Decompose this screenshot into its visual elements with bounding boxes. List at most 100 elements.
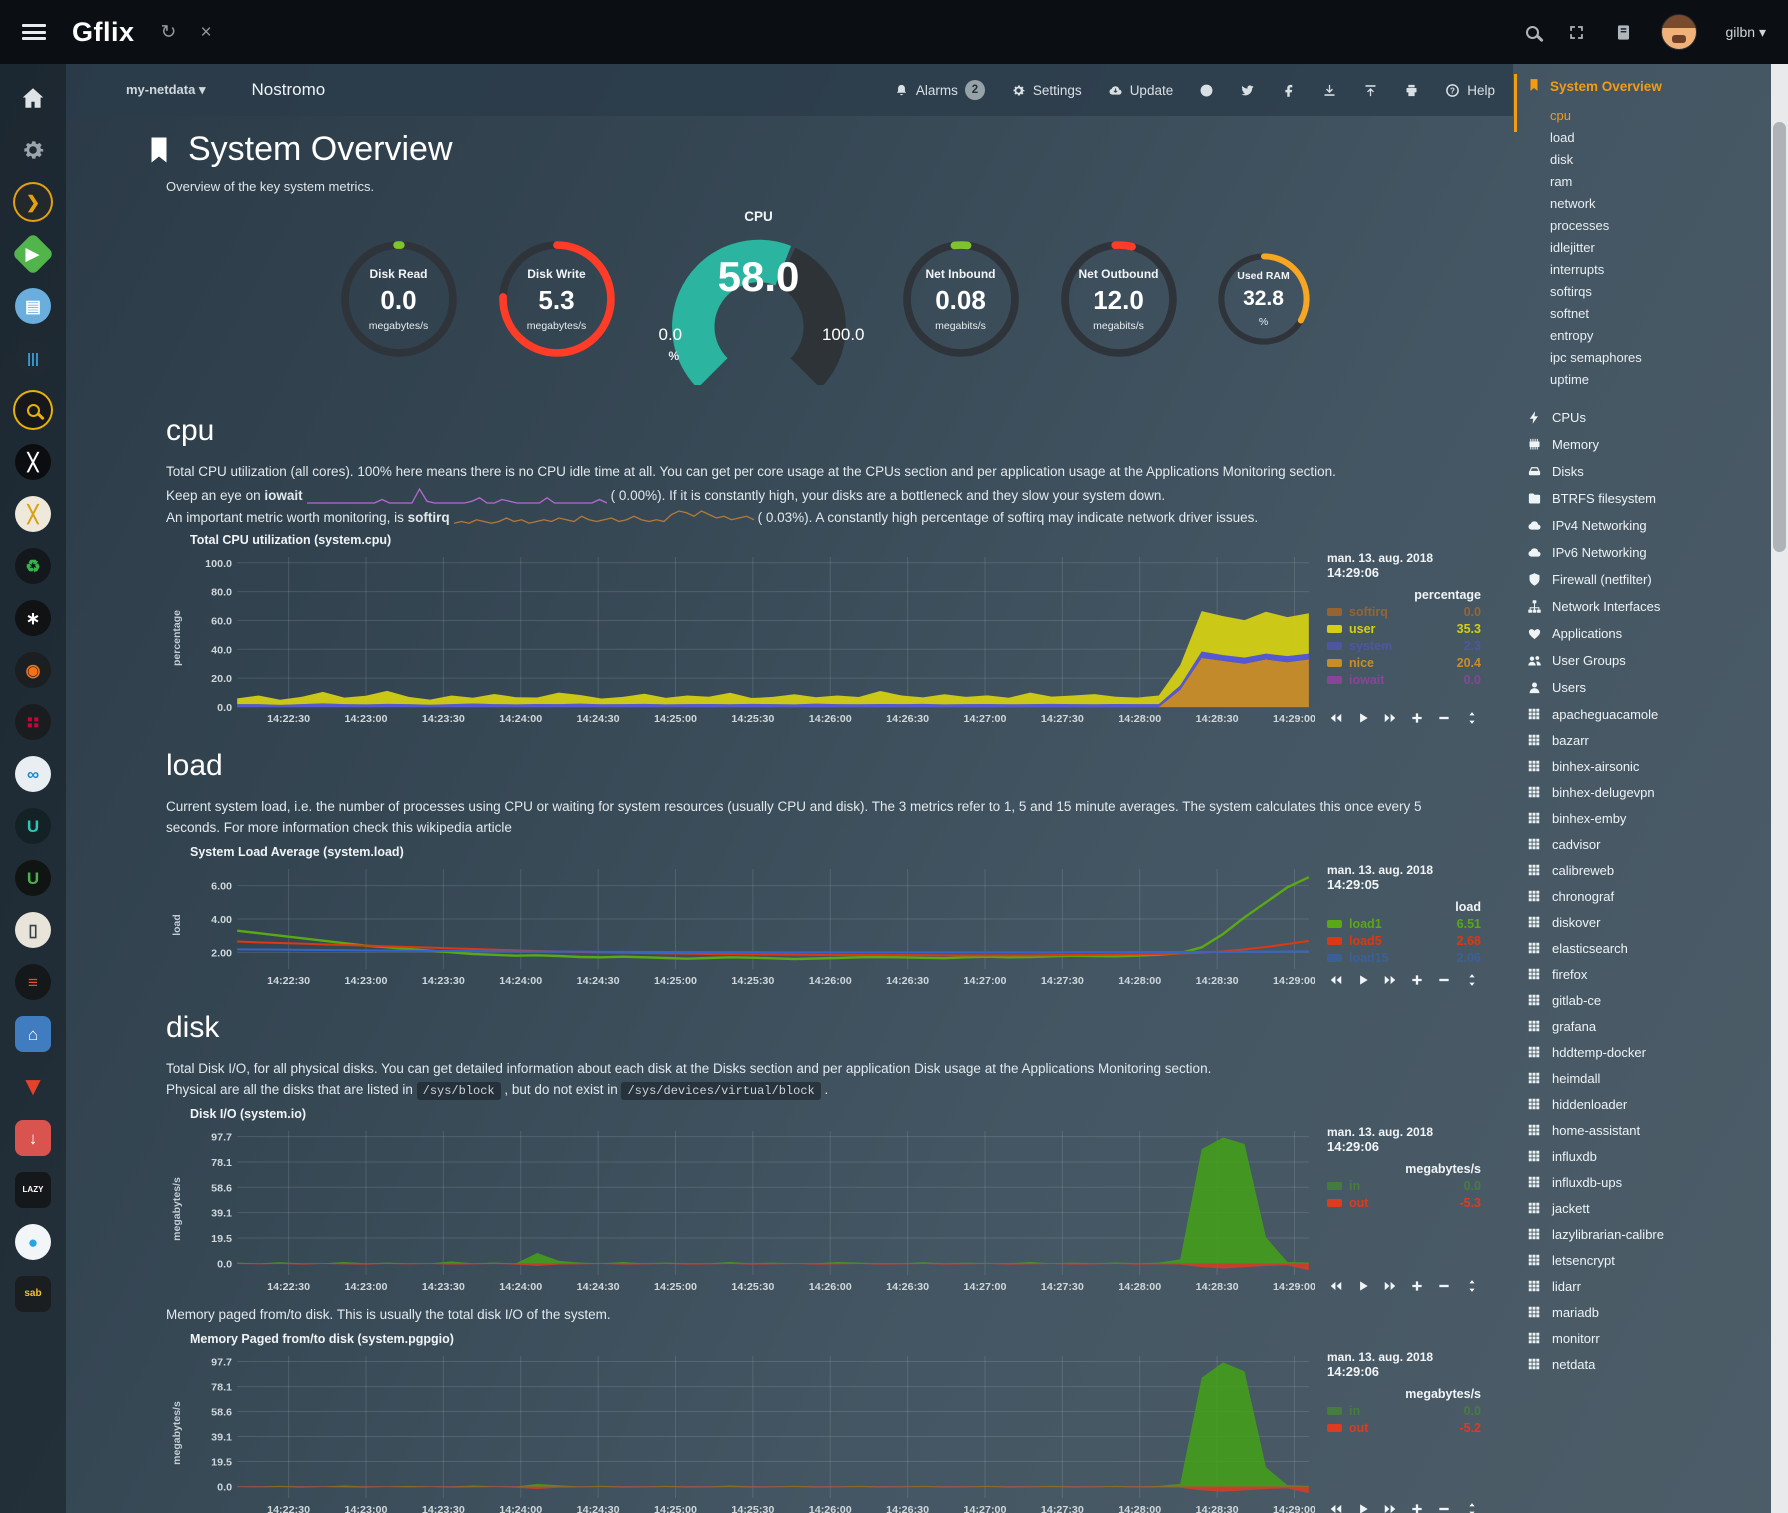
sidebar-item-idlejitter[interactable]: idlejitter	[1550, 239, 1595, 255]
library-app-icon[interactable]: ▤	[0, 280, 66, 332]
sidebar-section-Network-Interfaces[interactable]: Network Interfaces	[1527, 593, 1765, 620]
raspberry-app-icon[interactable]: ⠶	[0, 696, 66, 748]
sidebar-app-binhex-emby[interactable]: binhex-emby	[1527, 805, 1765, 831]
sidebar-app-influxdb[interactable]: influxdb	[1527, 1143, 1765, 1169]
play-icon[interactable]	[1356, 1279, 1370, 1293]
sidebar-app-bazarr[interactable]: bazarr	[1527, 727, 1765, 753]
sidebar-app-cadvisor[interactable]: cadvisor	[1527, 831, 1765, 857]
legend-entry-nice[interactable]: nice 20.4	[1327, 656, 1481, 670]
help-button[interactable]: ? Help	[1445, 83, 1495, 98]
recycle-app-icon[interactable]: ♻	[0, 540, 66, 592]
zoom-in-icon[interactable]	[1410, 711, 1424, 725]
sidebar-section-Memory[interactable]: Memory	[1527, 431, 1765, 458]
sidebar-app-diskover[interactable]: diskover	[1527, 909, 1765, 935]
pan-back-icon[interactable]	[1329, 1502, 1343, 1513]
legend-entry-softirq[interactable]: softirq 0.0	[1327, 605, 1481, 619]
legend-entry-load5[interactable]: load5 2.68	[1327, 934, 1481, 948]
sidebar-item-softnet[interactable]: softnet	[1550, 305, 1590, 321]
sidebar-section-IPv6-Networking[interactable]: IPv6 Networking	[1527, 539, 1765, 566]
legend-entry-user[interactable]: user 35.3	[1327, 622, 1481, 636]
sidebar-section-CPUs[interactable]: CPUs	[1527, 404, 1765, 431]
fullscreen-icon[interactable]	[1567, 23, 1586, 42]
airsonic-icon[interactable]: |||	[0, 332, 66, 384]
pan-forward-icon[interactable]	[1383, 1502, 1397, 1513]
chart-plot-area[interactable]: 6.00 4.00 2.00 14:22:30 14:23:00 14:23:30 14:2…	[188, 861, 1315, 989]
resize-handle-icon[interactable]	[1465, 1502, 1479, 1513]
sidebar-app-lazylibrarian-calibre[interactable]: lazylibrarian-calibre	[1527, 1221, 1765, 1247]
sidebar-app-binhex-airsonic[interactable]: binhex-airsonic	[1527, 753, 1765, 779]
sidebar-app-lidarr[interactable]: lidarr	[1527, 1273, 1765, 1299]
zoom-in-icon[interactable]	[1410, 973, 1424, 987]
sidebar-app-binhex-delugevpn[interactable]: binhex-delugevpn	[1527, 779, 1765, 805]
sidebar-app-hddtemp-docker[interactable]: hddtemp-docker	[1527, 1039, 1765, 1065]
pan-back-icon[interactable]	[1329, 1279, 1343, 1293]
resize-handle-icon[interactable]	[1465, 1279, 1479, 1293]
sidebar-app-apacheguacamole[interactable]: apacheguacamole	[1527, 701, 1765, 727]
pan-forward-icon[interactable]	[1383, 973, 1397, 987]
home-icon[interactable]	[0, 72, 66, 124]
sidebar-item-cpu[interactable]: cpu	[1550, 107, 1571, 123]
sidebar-section-Firewall-(netfilter)[interactable]: Firewall (netfilter)	[1527, 566, 1765, 593]
alarms-button[interactable]: Alarms 2	[894, 80, 985, 100]
sidebar-item-uptime[interactable]: uptime	[1550, 371, 1590, 387]
ubooquity-app-icon[interactable]: U	[0, 852, 66, 904]
sidebar-item-ram[interactable]: ram	[1550, 173, 1573, 189]
pan-forward-icon[interactable]	[1383, 711, 1397, 725]
play-icon[interactable]	[1356, 973, 1370, 987]
zoom-in-icon[interactable]	[1410, 1502, 1424, 1513]
upload-icon[interactable]	[1363, 83, 1378, 98]
bars-app-icon[interactable]: ≡	[0, 956, 66, 1008]
sidebar-app-firefox[interactable]: firefox	[1527, 961, 1765, 987]
diskover-icon[interactable]: ╳	[0, 488, 66, 540]
plex-icon[interactable]: ❯	[0, 176, 66, 228]
sidebar-app-calibreweb[interactable]: calibreweb	[1527, 857, 1765, 883]
pan-forward-icon[interactable]	[1383, 1279, 1397, 1293]
legend-entry-out[interactable]: out -5.2	[1327, 1421, 1481, 1435]
hamburger-menu-icon[interactable]	[22, 24, 46, 40]
print-icon[interactable]	[1404, 83, 1419, 98]
sabnzbd-icon[interactable]: sab	[0, 1268, 66, 1320]
jar-app-icon[interactable]: ▯	[0, 904, 66, 956]
heimdall-icon[interactable]: ⌂	[0, 1008, 66, 1060]
facebook-icon[interactable]	[1281, 83, 1296, 98]
sidebar-item-ipc-semaphores[interactable]: ipc semaphores	[1550, 349, 1642, 365]
sidebar-app-heimdall[interactable]: heimdall	[1527, 1065, 1765, 1091]
zoom-out-icon[interactable]	[1437, 1502, 1451, 1513]
chart-plot-area[interactable]: 100.0 80.0 60.0 40.0 20.0 0.0 14:22:30 14:23:00…	[188, 549, 1315, 727]
pan-back-icon[interactable]	[1329, 973, 1343, 987]
download-icon[interactable]	[1322, 83, 1337, 98]
avatar[interactable]	[1661, 14, 1698, 50]
gauge-disk-write[interactable]: Disk Write 5.3 megabytes/s	[495, 237, 619, 361]
sidebar-app-home-assistant[interactable]: home-assistant	[1527, 1117, 1765, 1143]
refresh-icon[interactable]: ↻	[160, 21, 177, 43]
chart-plot-area[interactable]: 97.7 78.1 58.6 39.1 19.5 0.0 14:22:30 14:23:00 1…	[188, 1348, 1315, 1513]
sidebar-section-BTRFS-filesystem[interactable]: BTRFS filesystem	[1527, 485, 1765, 512]
play-icon[interactable]	[1356, 711, 1370, 725]
droplet-app-icon[interactable]: ●	[0, 1216, 66, 1268]
legend-entry-in[interactable]: in 0.0	[1327, 1404, 1481, 1418]
zoom-out-icon[interactable]	[1437, 973, 1451, 987]
resize-handle-icon[interactable]	[1465, 711, 1479, 725]
changelog-icon[interactable]	[1614, 23, 1633, 42]
infinity-app-icon[interactable]: ∞	[0, 748, 66, 800]
download-app-icon[interactable]: ↓	[0, 1112, 66, 1164]
legend-entry-load15[interactable]: load15 2.06	[1327, 951, 1481, 965]
grafana-icon[interactable]: ◉	[0, 644, 66, 696]
sidebar-item-processes[interactable]: processes	[1550, 217, 1610, 233]
chart-plot-area[interactable]: 97.7 78.1 58.6 39.1 19.5 0.0 14:22:30 14:23:00 1…	[188, 1123, 1315, 1295]
sidebar-section-Applications[interactable]: Applications	[1527, 620, 1765, 647]
sidebar-item-load[interactable]: load	[1550, 129, 1575, 145]
gauge-net-inbound[interactable]: Net Inbound 0.08 megabits/s	[899, 237, 1023, 361]
sidebar-section-IPv4-Networking[interactable]: IPv4 Networking	[1527, 512, 1765, 539]
sidebar-app-grafana[interactable]: grafana	[1527, 1013, 1765, 1039]
sidebar-item-entropy[interactable]: entropy	[1550, 327, 1594, 343]
gitlab-icon[interactable]: ▼	[0, 1060, 66, 1112]
legend-entry-system[interactable]: system 2.3	[1327, 639, 1481, 653]
gauge-net-outbound[interactable]: Net Outbound 12.0 megabits/s	[1057, 237, 1181, 361]
sidebar-section-User-Groups[interactable]: User Groups	[1527, 647, 1765, 674]
sidebar-section-Disks[interactable]: Disks	[1527, 458, 1765, 485]
sidebar-item-softirqs[interactable]: softirqs	[1550, 283, 1592, 299]
lazylibrarian-icon[interactable]: LAZY	[0, 1164, 66, 1216]
sidebar-app-jackett[interactable]: jackett	[1527, 1195, 1765, 1221]
update-button[interactable]: Update	[1108, 83, 1173, 98]
